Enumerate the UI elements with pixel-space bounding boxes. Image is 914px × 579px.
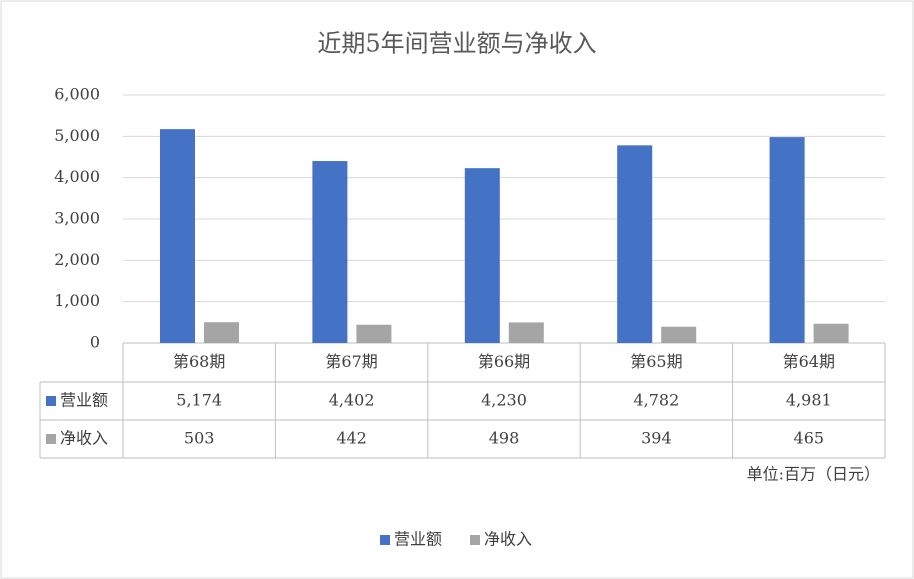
table-cell: 4,981 — [786, 391, 832, 410]
y-tick-label: 3,000 — [54, 209, 100, 228]
y-tick-label: 6,000 — [54, 85, 100, 104]
table-cell: 465 — [794, 429, 825, 448]
table-row-label: 营业额 — [60, 391, 108, 410]
table-cell: 503 — [184, 429, 215, 448]
bar — [356, 324, 392, 343]
table-cell: 4,402 — [329, 391, 375, 410]
legend-label: 净收入 — [484, 530, 532, 549]
table-cell: 4,230 — [481, 391, 527, 410]
bar — [204, 322, 239, 343]
x-tick-label: 第65期 — [630, 352, 682, 371]
bar — [617, 145, 653, 343]
y-tick-label: 0 — [90, 333, 100, 352]
table-cell: 498 — [489, 429, 520, 448]
bar — [312, 161, 348, 343]
x-tick-label: 第66期 — [478, 352, 530, 371]
y-tick-label: 5,000 — [54, 126, 100, 145]
bar — [661, 326, 697, 343]
unit-note: 单位:百万（日元） — [747, 465, 880, 484]
bar — [508, 322, 544, 343]
y-tick-label: 2,000 — [54, 250, 100, 269]
legend-label: 营业额 — [394, 530, 442, 549]
bar — [769, 137, 805, 343]
table-legend-swatch — [46, 434, 56, 444]
legend-swatch — [380, 535, 390, 545]
bar — [813, 323, 849, 343]
table-cell: 394 — [641, 429, 672, 448]
table-legend-swatch — [46, 396, 56, 406]
x-tick-label: 第68期 — [173, 352, 225, 371]
x-tick-label: 第67期 — [325, 352, 377, 371]
chart-title: 近期5年间营业额与净收入 — [317, 30, 596, 58]
table-row-label: 净收入 — [60, 429, 108, 448]
y-tick-label: 1,000 — [54, 291, 100, 310]
table-cell: 442 — [336, 429, 367, 448]
x-tick-label: 第64期 — [783, 352, 835, 371]
y-tick-label: 4,000 — [54, 167, 100, 186]
bar — [160, 129, 195, 343]
bar — [464, 168, 500, 343]
table-cell: 5,174 — [176, 391, 222, 410]
legend-swatch — [470, 535, 480, 545]
table-cell: 4,782 — [633, 391, 679, 410]
